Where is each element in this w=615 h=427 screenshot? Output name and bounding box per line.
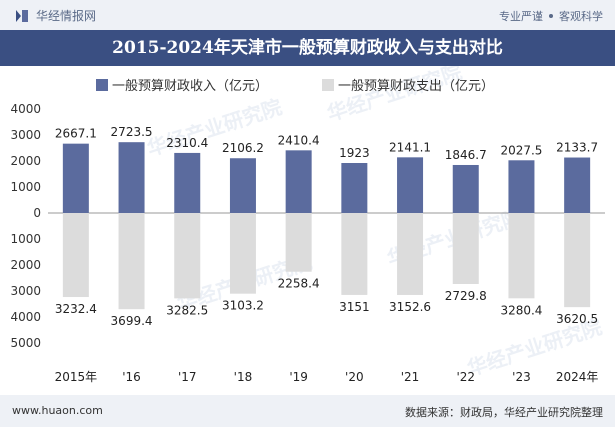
y-tick-label-6: 2000 xyxy=(10,258,41,272)
income-bar-2 xyxy=(174,152,201,213)
top-bar: 华经情报网 专业严谨 客观科学 xyxy=(0,0,615,30)
income-value-label-6: 2141.1 xyxy=(389,140,431,154)
x-tick-label-2: '17 xyxy=(178,370,197,384)
x-tick-label-8: '23 xyxy=(512,370,531,384)
slogan-dot-icon xyxy=(549,14,553,18)
income-bar-7 xyxy=(452,164,479,213)
income-value-label-4: 2410.4 xyxy=(278,133,320,147)
expenditure-bar-2 xyxy=(174,213,201,299)
watermark-text-1: 华经产业研究院 xyxy=(324,66,465,126)
footer: www.huaon.com 数据来源：财政局，华经产业研究院整理 xyxy=(0,395,615,427)
expenditure-bar-5 xyxy=(341,213,368,295)
income-bar-5 xyxy=(341,163,368,213)
title-bar: 2015-2024年天津市一般预算财政收入与支出对比 xyxy=(0,30,615,66)
data-source: 数据来源：财政局，华经产业研究院整理 xyxy=(405,406,603,419)
y-tick-label-5: 1000 xyxy=(10,232,41,246)
brand-name: 华经情报网 xyxy=(36,9,97,23)
legend-income-label: 一般预算财政收入（亿元） xyxy=(112,78,268,94)
expenditure-bar-6 xyxy=(397,213,424,295)
income-value-label-7: 1846.7 xyxy=(445,148,487,162)
expenditure-value-label-3: 3103.2 xyxy=(222,299,264,313)
x-tick-label-6: '21 xyxy=(401,370,420,384)
income-bar-6 xyxy=(397,157,424,213)
x-tick-label-3: '18 xyxy=(234,370,253,384)
legend-income-swatch xyxy=(96,79,108,91)
x-tick-label-7: '22 xyxy=(456,370,475,384)
slogan-right: 客观科学 xyxy=(559,10,603,23)
income-value-label-3: 2106.2 xyxy=(222,141,264,155)
expenditure-value-label-6: 3152.6 xyxy=(389,300,431,314)
bar-chart: 华经产业研究院华经产业研究院华经产业研究院华经产业研究院华经产业研究院一般预算财… xyxy=(10,66,605,384)
income-value-label-9: 2133.7 xyxy=(556,141,598,155)
legend-expenditure-label: 一般预算财政支出（亿元） xyxy=(338,78,494,94)
income-value-label-8: 2027.5 xyxy=(500,143,542,157)
y-tick-label-3: 1000 xyxy=(10,180,41,194)
income-bar-1 xyxy=(118,142,145,213)
expenditure-value-label-0: 3232.4 xyxy=(55,302,97,316)
y-tick-label-9: 5000 xyxy=(10,336,41,350)
expenditure-value-label-5: 3151 xyxy=(339,300,370,314)
expenditure-value-label-2: 3282.5 xyxy=(166,303,208,317)
expenditure-value-label-7: 2729.8 xyxy=(445,289,487,303)
y-tick-label-0: 4000 xyxy=(10,102,41,116)
y-tick-label-1: 3000 xyxy=(10,128,41,142)
y-tick-label-7: 3000 xyxy=(10,284,41,298)
y-tick-label-2: 2000 xyxy=(10,154,41,168)
income-value-label-0: 2667.1 xyxy=(55,127,97,141)
expenditure-bar-7 xyxy=(452,213,479,284)
expenditure-bar-4 xyxy=(285,213,312,272)
expenditure-bar-1 xyxy=(118,213,145,310)
income-value-label-5: 1923 xyxy=(339,146,370,160)
expenditure-value-label-9: 3620.5 xyxy=(556,312,598,326)
y-tick-label-4: 0 xyxy=(33,206,41,220)
income-bar-4 xyxy=(285,150,312,213)
expenditure-bar-3 xyxy=(229,213,256,294)
x-tick-label-4: '19 xyxy=(289,370,308,384)
slogan-left: 专业严谨 xyxy=(499,10,543,23)
income-bar-8 xyxy=(508,160,535,213)
slogan: 专业严谨 客观科学 xyxy=(499,8,603,24)
y-tick-label-8: 4000 xyxy=(10,310,41,324)
footer-site: www.huaon.com xyxy=(12,404,103,417)
x-tick-label-5: '20 xyxy=(345,370,364,384)
expenditure-bar-9 xyxy=(564,213,591,308)
expenditure-value-label-4: 2258.4 xyxy=(278,277,320,291)
expenditure-bar-8 xyxy=(508,213,535,299)
income-bar-9 xyxy=(564,157,591,213)
expenditure-bar-0 xyxy=(62,213,89,298)
legend-expenditure-swatch xyxy=(322,79,334,91)
expenditure-value-label-1: 3699.4 xyxy=(111,314,153,328)
x-tick-label-1: '16 xyxy=(122,370,141,384)
income-bar-3 xyxy=(229,158,256,213)
expenditure-value-label-8: 3280.4 xyxy=(500,303,542,317)
income-value-label-2: 2310.4 xyxy=(166,136,208,150)
x-tick-label-0: 2015年 xyxy=(55,370,98,384)
income-value-label-1: 2723.5 xyxy=(111,125,153,139)
brand-logo-icon xyxy=(16,9,28,22)
income-bar-0 xyxy=(62,143,89,213)
chart-title: 2015-2024年天津市一般预算财政收入与支出对比 xyxy=(112,38,503,58)
brand: 华经情报网 xyxy=(14,7,96,24)
x-tick-label-9: 2024年 xyxy=(556,370,599,384)
